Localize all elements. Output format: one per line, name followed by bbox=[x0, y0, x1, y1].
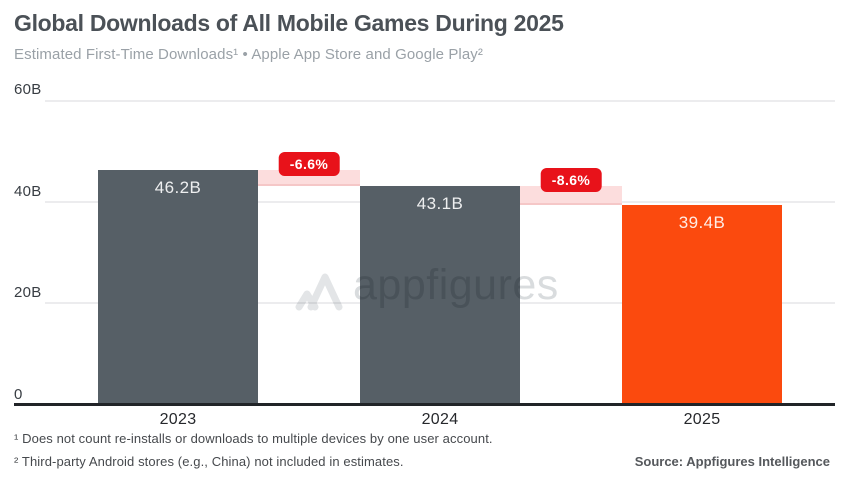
pct-change-badge-2025: -8.6% bbox=[540, 168, 602, 193]
xtick-2025: 2025 bbox=[683, 411, 721, 428]
page-title: Global Downloads of All Mobile Games Dur… bbox=[14, 10, 564, 36]
source-credit: Source: Appfigures Intelligence bbox=[634, 454, 830, 469]
bar-2025: 39.4B bbox=[622, 204, 782, 403]
footnote-1: ¹ Does not count re-installs or download… bbox=[14, 431, 493, 446]
pct-change-badge-2024: -6.6% bbox=[278, 152, 340, 177]
bar-value-label-2024: 43.1B bbox=[416, 194, 464, 214]
ytick-20b: 20B bbox=[14, 284, 42, 301]
ytick-60b: 60B bbox=[14, 81, 42, 98]
ytick-40b: 40B bbox=[14, 183, 42, 200]
ytick-0: 0 bbox=[14, 386, 23, 403]
footnote-2: ² Third-party Android stores (e.g., Chin… bbox=[14, 454, 404, 469]
gridline-60b bbox=[45, 100, 835, 102]
bar-value-label-2025: 39.4B bbox=[678, 212, 726, 232]
appfigures-logo-icon bbox=[295, 273, 343, 310]
bar-2024: 43.1B bbox=[360, 186, 520, 403]
xtick-2024: 2024 bbox=[421, 411, 459, 428]
x-axis-line bbox=[14, 403, 835, 406]
page-subtitle: Estimated First-Time Downloads¹ • Apple … bbox=[14, 46, 484, 63]
xtick-2023: 2023 bbox=[159, 411, 197, 428]
bar-2023: 46.2B bbox=[98, 170, 258, 403]
bar-value-label-2023: 46.2B bbox=[154, 178, 202, 198]
